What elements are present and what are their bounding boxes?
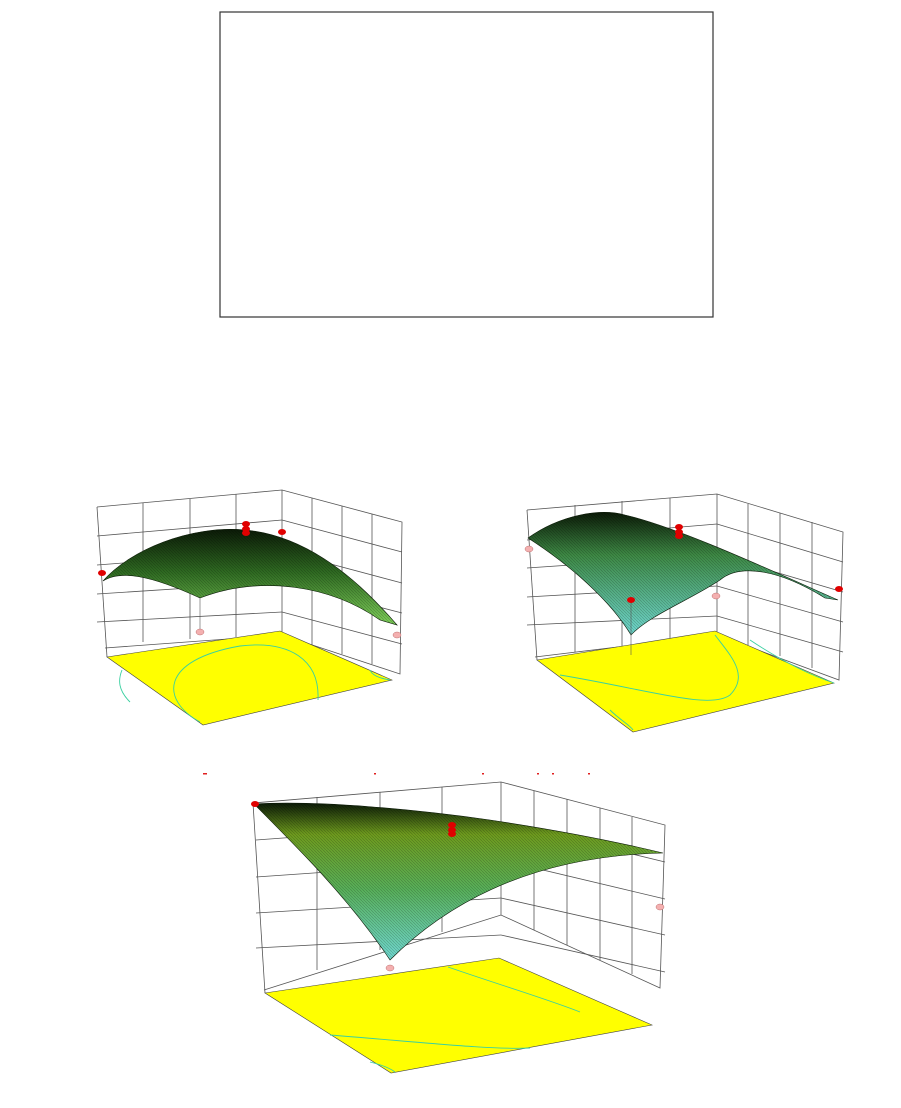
design-point (98, 570, 106, 576)
design-points (524, 524, 843, 655)
design-point (627, 597, 635, 603)
contour-floor (106, 630, 393, 726)
surface-plot-light-co2 (96, 489, 403, 726)
design-point (448, 831, 456, 837)
contour-floor (536, 630, 835, 733)
contour-floor (264, 957, 654, 1074)
design-points (251, 801, 665, 972)
scatter-chart (219, 11, 714, 318)
contour-lines (559, 634, 835, 731)
design-point (655, 903, 665, 911)
design-point (385, 964, 395, 972)
contour-lines (119, 644, 391, 723)
design-point (251, 801, 259, 807)
design-point (195, 628, 205, 636)
design-point (242, 530, 250, 536)
design-point (242, 521, 250, 527)
design-point (278, 529, 286, 535)
surface-plot-light-p (524, 493, 844, 733)
design-point (524, 545, 534, 553)
surface-plot-co2-p (203, 773, 666, 1074)
design-point (448, 822, 456, 828)
design-points (98, 521, 402, 639)
design-point (835, 586, 843, 592)
design-point (675, 533, 683, 539)
contour-lines (329, 966, 581, 1073)
red-marks (203, 773, 590, 775)
design-point (392, 631, 402, 639)
design-point (711, 592, 721, 600)
design-point (675, 524, 683, 530)
plot-frame (219, 11, 714, 318)
